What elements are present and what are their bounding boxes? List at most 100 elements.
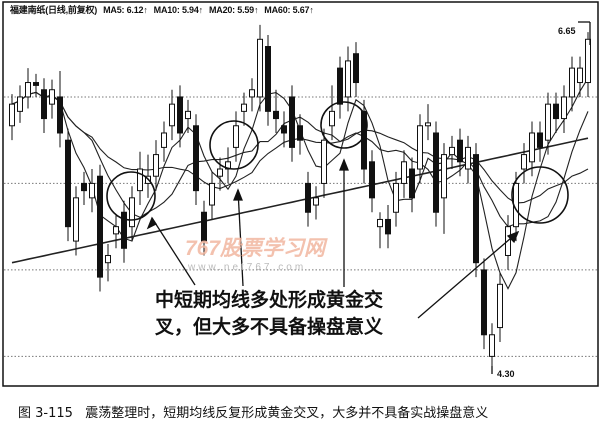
candle-body <box>497 283 503 329</box>
candle-body <box>457 139 463 163</box>
candle-body <box>449 146 455 156</box>
candle-body <box>257 38 263 98</box>
candle-body <box>65 139 71 228</box>
candle-body <box>369 161 375 199</box>
pointer-line-1 <box>151 217 196 286</box>
candle-body <box>217 168 223 177</box>
candle-body <box>353 53 359 84</box>
candle-body <box>313 197 319 206</box>
candle <box>97 164 103 292</box>
candle-body <box>281 125 287 134</box>
candle <box>585 32 591 97</box>
candle <box>153 140 159 191</box>
candle-body <box>25 82 31 98</box>
candle <box>345 46 351 112</box>
candle <box>441 143 447 234</box>
candle <box>289 85 295 162</box>
candle <box>129 186 135 242</box>
candle <box>473 143 479 278</box>
candle-body <box>465 146 471 170</box>
candle <box>73 186 79 256</box>
candle <box>481 258 487 350</box>
candle <box>169 89 175 141</box>
candle <box>193 114 199 206</box>
ma60-line <box>11 137 589 264</box>
candle-body <box>137 168 143 192</box>
candle-body <box>265 46 271 112</box>
pointer-line-4 <box>417 231 519 319</box>
candle-body <box>193 125 199 192</box>
candle-body <box>297 125 303 141</box>
candle <box>105 243 111 282</box>
candle <box>225 147 231 184</box>
candle-body <box>121 211 127 249</box>
candle <box>313 186 319 220</box>
pointer-line-2 <box>237 189 244 287</box>
candle <box>329 85 335 141</box>
candle <box>161 121 167 162</box>
plot-frame <box>2 1 599 387</box>
candle <box>273 89 279 133</box>
candle-body <box>241 103 247 112</box>
candle-body <box>17 96 23 112</box>
candle <box>17 85 23 123</box>
ma10-value: MA10: 5.94↑ <box>153 5 204 15</box>
candle <box>553 92 559 133</box>
crossover-circle-3 <box>320 101 368 149</box>
candle <box>25 68 31 109</box>
candle <box>377 212 383 249</box>
candle-body <box>401 161 407 184</box>
candle <box>257 24 263 112</box>
candle-body <box>57 96 63 134</box>
candle <box>33 73 39 97</box>
candle <box>393 171 399 227</box>
candle-body <box>233 125 239 148</box>
arrowhead-3 <box>339 158 349 171</box>
candle-body <box>417 125 423 170</box>
stock-title: 福建南纸(日线,前复权) <box>10 5 98 15</box>
candle-body <box>305 182 311 213</box>
ma60-value: MA60: 5.67↑ <box>264 5 314 15</box>
candle-body <box>409 168 415 199</box>
candle <box>249 78 255 112</box>
candle <box>281 111 287 148</box>
candle <box>89 169 95 213</box>
candle-body <box>441 154 447 199</box>
candle-body <box>393 182 399 213</box>
candle <box>305 171 311 227</box>
candle <box>41 78 47 133</box>
candle <box>137 151 143 206</box>
pointer-lines <box>146 21 591 374</box>
candle <box>385 205 391 249</box>
candle-body <box>569 67 575 98</box>
candle <box>177 85 183 148</box>
candle <box>465 135 471 184</box>
candle-body <box>577 67 583 84</box>
candle-body <box>97 175 103 278</box>
candle-body <box>153 154 159 177</box>
candle <box>337 56 343 119</box>
candle-body <box>433 132 439 213</box>
candle <box>545 92 551 155</box>
candle <box>185 99 191 133</box>
high-price-label: 6.65 <box>558 26 576 36</box>
candle <box>401 150 407 198</box>
candle-body <box>529 132 535 163</box>
candle-body <box>177 96 183 134</box>
candle <box>561 85 567 133</box>
candle <box>265 34 271 126</box>
candle <box>489 323 495 371</box>
candle-body <box>521 154 527 170</box>
candle <box>537 121 543 162</box>
candle <box>409 157 415 213</box>
candle-body <box>9 103 15 127</box>
candle <box>425 104 431 141</box>
watermark-url: www.net767.com <box>188 262 307 273</box>
candle <box>457 128 463 177</box>
candle-body <box>377 218 383 228</box>
candle <box>417 114 423 184</box>
candle <box>297 114 303 155</box>
candle <box>233 111 239 162</box>
candle-body <box>161 132 167 148</box>
candle-body <box>113 226 119 235</box>
